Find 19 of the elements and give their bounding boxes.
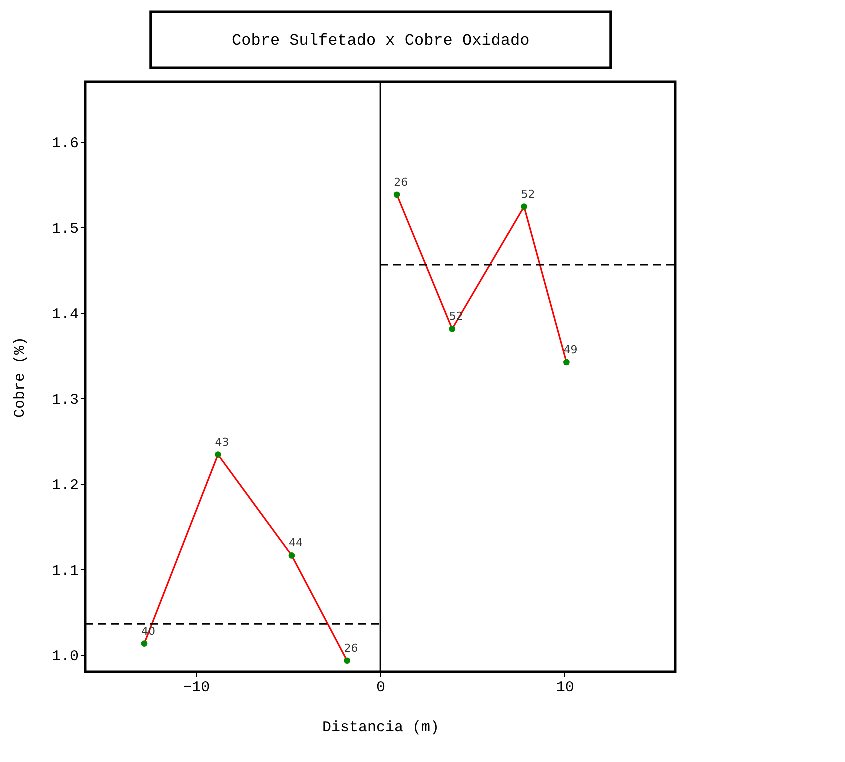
y-tick-label: 1.6 xyxy=(52,135,79,152)
chart-title: Cobre Sulfetado x Cobre Oxidado xyxy=(232,32,530,50)
x-axis-title: Distancia (m) xyxy=(322,720,440,736)
y-axis-title: Cobre (%) xyxy=(12,336,29,418)
annotation: 26 xyxy=(394,176,408,189)
annotation: 49 xyxy=(564,343,578,356)
x-tick-label: −10 xyxy=(183,680,210,696)
y-tick-label: 1.0 xyxy=(52,648,79,666)
y-tick-label: 1.2 xyxy=(52,477,79,494)
annotation: 43 xyxy=(215,436,230,449)
y-tick-label: 1.1 xyxy=(52,562,79,580)
annotation: 52 xyxy=(521,188,536,201)
y-tick-label: 1.3 xyxy=(52,392,79,409)
annotation: 44 xyxy=(288,536,303,550)
annotation: 26 xyxy=(344,642,358,655)
x-tick-label: 10 xyxy=(556,680,574,696)
y-tick-label: 1.5 xyxy=(52,220,79,238)
x-tick-label: 0 xyxy=(376,680,386,696)
y-tick-label: 1.4 xyxy=(52,306,79,324)
